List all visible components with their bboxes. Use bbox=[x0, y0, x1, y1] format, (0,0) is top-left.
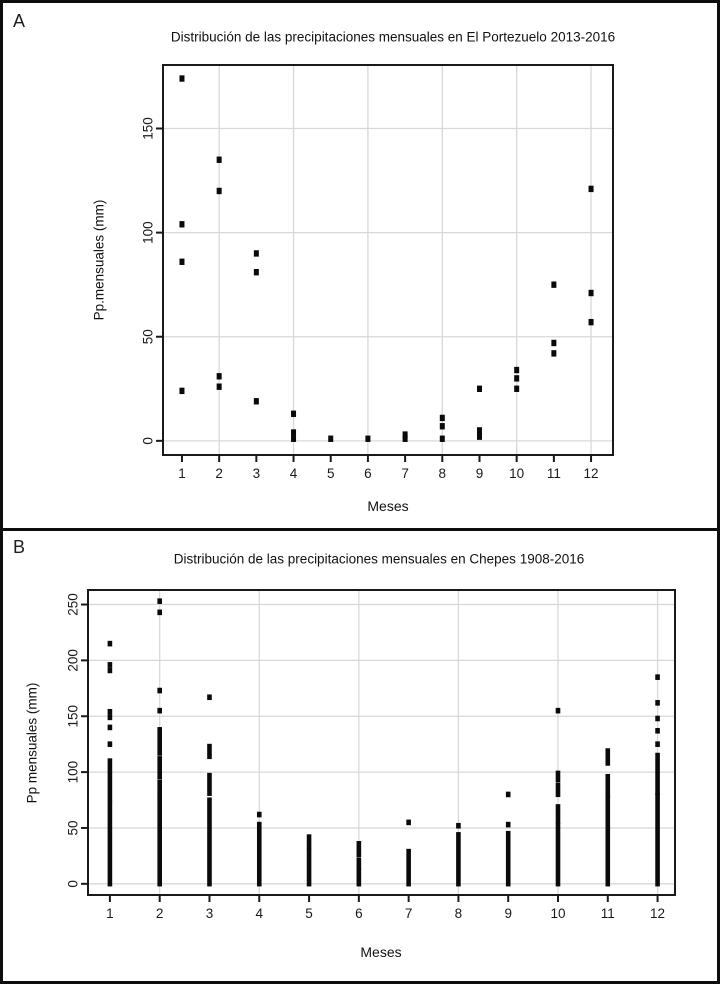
svg-text:200: 200 bbox=[66, 649, 81, 672]
svg-text:3: 3 bbox=[253, 466, 261, 481]
svg-text:11: 11 bbox=[601, 906, 615, 921]
svg-text:10: 10 bbox=[550, 906, 565, 921]
panel-a-x-axis-label: Meses bbox=[367, 498, 409, 514]
svg-text:2: 2 bbox=[156, 906, 164, 921]
panel-a-title: Distribución de las precipitaciones mens… bbox=[170, 29, 616, 45]
svg-text:4: 4 bbox=[256, 906, 264, 921]
svg-text:5: 5 bbox=[327, 466, 335, 481]
svg-text:1: 1 bbox=[106, 906, 114, 921]
svg-text:50: 50 bbox=[66, 820, 81, 835]
svg-text:100: 100 bbox=[66, 761, 81, 784]
svg-text:250: 250 bbox=[66, 593, 81, 616]
svg-text:150: 150 bbox=[66, 705, 81, 728]
svg-text:150: 150 bbox=[141, 117, 156, 140]
svg-text:9: 9 bbox=[504, 906, 512, 921]
svg-text:6: 6 bbox=[355, 906, 363, 921]
panel-divider bbox=[3, 528, 717, 531]
svg-text:4: 4 bbox=[290, 466, 298, 481]
svg-text:5: 5 bbox=[305, 906, 313, 921]
svg-text:2: 2 bbox=[215, 466, 223, 481]
svg-text:1: 1 bbox=[178, 466, 186, 481]
panel-a-label: A bbox=[13, 11, 26, 31]
svg-text:7: 7 bbox=[405, 906, 413, 921]
svg-text:11: 11 bbox=[547, 466, 561, 481]
svg-text:0: 0 bbox=[141, 437, 156, 445]
svg-text:9: 9 bbox=[476, 466, 484, 481]
svg-text:6: 6 bbox=[364, 466, 372, 481]
panel-b-title: Distribución de las precipitaciones mens… bbox=[173, 551, 585, 567]
svg-text:3: 3 bbox=[206, 906, 214, 921]
panel-b-label: B bbox=[13, 537, 26, 557]
svg-text:100: 100 bbox=[141, 221, 156, 244]
panel-b-x-axis-label: Meses bbox=[360, 944, 402, 960]
svg-text:0: 0 bbox=[66, 880, 81, 888]
svg-text:50: 50 bbox=[141, 329, 156, 344]
svg-text:12: 12 bbox=[650, 906, 665, 921]
svg-text:8: 8 bbox=[439, 466, 447, 481]
svg-text:7: 7 bbox=[401, 466, 409, 481]
svg-text:8: 8 bbox=[455, 906, 463, 921]
svg-text:12: 12 bbox=[584, 466, 599, 481]
svg-text:10: 10 bbox=[509, 466, 524, 481]
